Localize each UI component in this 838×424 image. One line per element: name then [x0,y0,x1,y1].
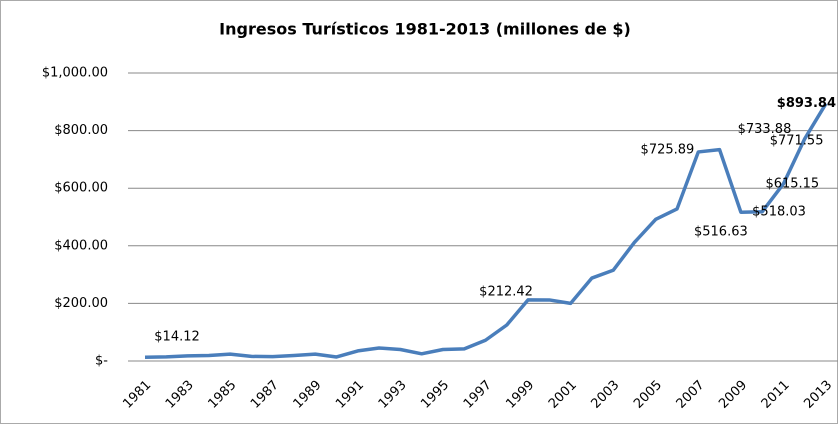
data-label: $516.63 [694,225,748,240]
data-label: $14.12 [154,329,200,344]
y-tick-label: $600.00 [54,181,108,196]
data-label: $725.89 [641,142,695,157]
data-label: $518.03 [752,204,806,219]
data-label: $615.15 [765,176,819,191]
y-tick-label: $1,000.00 [42,66,108,81]
y-tick-label: $400.00 [54,238,108,253]
y-tick-label: $- [95,354,108,369]
data-label: $733.88 [738,122,792,137]
y-tick-label: $200.00 [54,296,108,311]
data-label: $212.42 [479,284,533,299]
data-label: $771.55 [770,133,824,148]
chart-title: Ingresos Turísticos 1981-2013 (millones … [219,20,631,39]
data-line [144,102,828,360]
data-label: $893.84 [777,96,836,111]
y-tick-label: $800.00 [54,123,108,138]
